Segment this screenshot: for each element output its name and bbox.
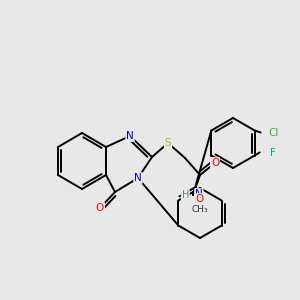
Text: F: F	[270, 148, 276, 158]
Text: N: N	[134, 173, 142, 183]
Text: H: H	[182, 190, 189, 200]
Text: O: O	[96, 203, 104, 213]
Text: S: S	[165, 138, 171, 148]
Text: O: O	[211, 158, 219, 168]
Text: CH₃: CH₃	[192, 206, 208, 214]
Text: N: N	[195, 189, 203, 199]
Text: N: N	[126, 131, 134, 141]
Text: O: O	[196, 194, 204, 204]
Text: Cl: Cl	[268, 128, 279, 137]
